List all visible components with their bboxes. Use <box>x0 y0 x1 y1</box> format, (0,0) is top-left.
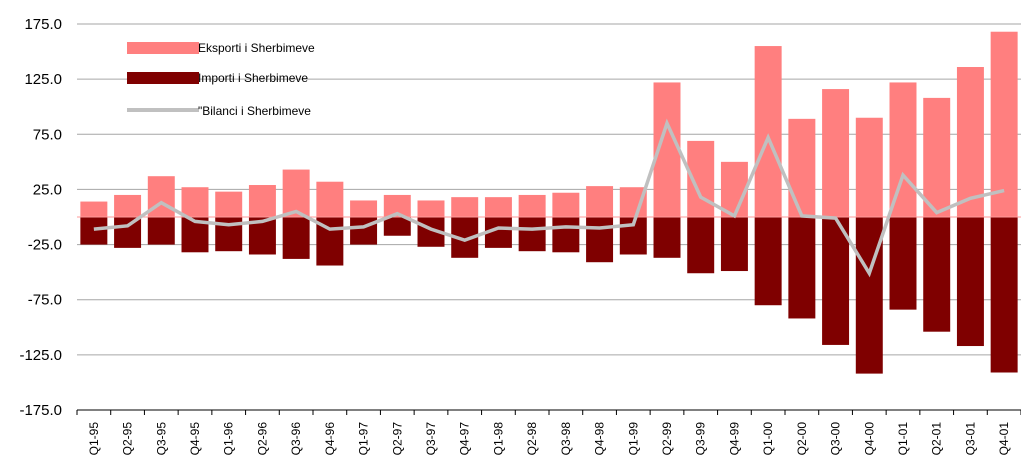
x-tick-label: Q4-96 <box>323 422 337 456</box>
x-tick-label: Q1-97 <box>357 422 371 456</box>
bar-export <box>80 201 108 217</box>
y-tick-label: -175.0 <box>19 402 62 419</box>
bar-export <box>181 187 209 217</box>
bar-import <box>80 217 108 245</box>
x-tick-label: Q4-95 <box>188 422 202 456</box>
x-tick-label: Q3-01 <box>963 422 977 456</box>
bar-export <box>114 194 142 217</box>
bar-export <box>855 117 883 217</box>
y-tick-label: -125.0 <box>19 347 62 364</box>
bar-export <box>248 185 276 217</box>
bar-export <box>282 169 310 217</box>
legend-label: Eksporti i Sherbimeve <box>198 41 315 55</box>
bar-export <box>316 181 344 217</box>
x-tick-label: Q4-98 <box>593 422 607 456</box>
x-tick-label: Q1-98 <box>491 422 505 456</box>
y-tick-label: -25.0 <box>28 237 62 254</box>
bar-export <box>518 194 546 217</box>
bar-export <box>383 194 411 217</box>
x-tick-label: Q2-01 <box>930 422 944 456</box>
bar-export <box>788 118 816 217</box>
bar-export <box>484 197 512 217</box>
x-tick-label: Q3-95 <box>154 422 168 456</box>
bar-import <box>653 217 681 258</box>
x-tick-label: Q2-99 <box>660 422 674 456</box>
x-tick-label: Q2-00 <box>795 422 809 456</box>
x-tick-label: Q1-99 <box>626 422 640 456</box>
bar-import <box>889 217 917 310</box>
x-tick-label: Q2-95 <box>121 422 135 456</box>
bar-import <box>687 217 715 274</box>
bar-export <box>417 200 445 217</box>
x-axis: Q1-95 Q2-95 Q3-95 Q4-95 Q1-96 Q2-96 Q3-96 Q4-96… <box>76 409 1021 456</box>
y-tick-label: -75.0 <box>28 292 62 309</box>
x-tick-label: Q3-97 <box>424 422 438 456</box>
x-tick-label: Q3-99 <box>694 422 708 456</box>
bar-import <box>518 217 546 252</box>
bar-import <box>990 217 1018 373</box>
x-tick-label: Q1-00 <box>761 422 775 456</box>
x-tick-label: Q2-96 <box>255 422 269 456</box>
x-tick-label: Q4-00 <box>862 422 876 456</box>
y-axis-tick-labels: 175.0 125.0 75.0 25.0 -25.0 -75.0 -125.0 -175.0 <box>19 16 62 419</box>
x-tick-label: Q3-98 <box>559 422 573 456</box>
x-tick-label: Q1-95 <box>87 422 101 456</box>
bar-import <box>350 217 378 245</box>
bar-import <box>282 217 310 259</box>
bar-import <box>956 217 984 347</box>
y-tick-label: 75.0 <box>33 126 62 143</box>
bar-import <box>114 217 142 248</box>
bar-export <box>215 191 243 217</box>
bar-import <box>788 217 816 319</box>
bar-export <box>451 197 479 217</box>
x-tick-label: Q2-97 <box>390 422 404 456</box>
bar-export <box>586 186 614 217</box>
x-tick-label: Q4-99 <box>727 422 741 456</box>
bar-export <box>720 161 748 217</box>
legend-label: Importi i Sherbimeve <box>198 71 308 85</box>
bars <box>77 31 1021 374</box>
bar-import <box>383 217 411 236</box>
x-tick-label: Q4-01 <box>997 422 1011 456</box>
y-tick-label: 175.0 <box>24 16 62 33</box>
bar-export <box>822 89 850 217</box>
x-tick-label: Q1-01 <box>896 422 910 456</box>
x-tick-label: Q2-98 <box>525 422 539 456</box>
bar-export <box>990 31 1018 217</box>
balance-line <box>93 118 1005 278</box>
bar-export <box>552 192 580 217</box>
bar-import <box>754 217 782 306</box>
x-tick-label: Q3-96 <box>289 422 303 456</box>
bar-import <box>552 217 580 253</box>
bar-import <box>147 217 175 245</box>
bar-import <box>720 217 748 272</box>
bar-import <box>822 217 850 345</box>
bar-export <box>889 82 917 217</box>
x-tick-label: Q1-96 <box>222 422 236 456</box>
x-tick-label: Q3-00 <box>829 422 843 456</box>
legend-label: "Bilanci i Sherbimeve <box>198 104 311 118</box>
legend-swatch <box>127 72 199 84</box>
y-tick-label: 25.0 <box>33 181 62 198</box>
bar-import <box>586 217 614 263</box>
y-tick-label: 125.0 <box>24 71 62 88</box>
bar-export <box>923 97 951 217</box>
bar-import <box>923 217 951 332</box>
legend-swatch <box>127 42 199 54</box>
bar-export <box>350 200 378 217</box>
legend: Eksporti i Sherbimeve Importi i Sherbimev… <box>127 41 315 118</box>
x-tick-label: Q4-97 <box>458 422 472 456</box>
bar-export <box>754 46 782 217</box>
bar-export <box>956 67 984 217</box>
balance-series-line <box>93 118 1005 278</box>
